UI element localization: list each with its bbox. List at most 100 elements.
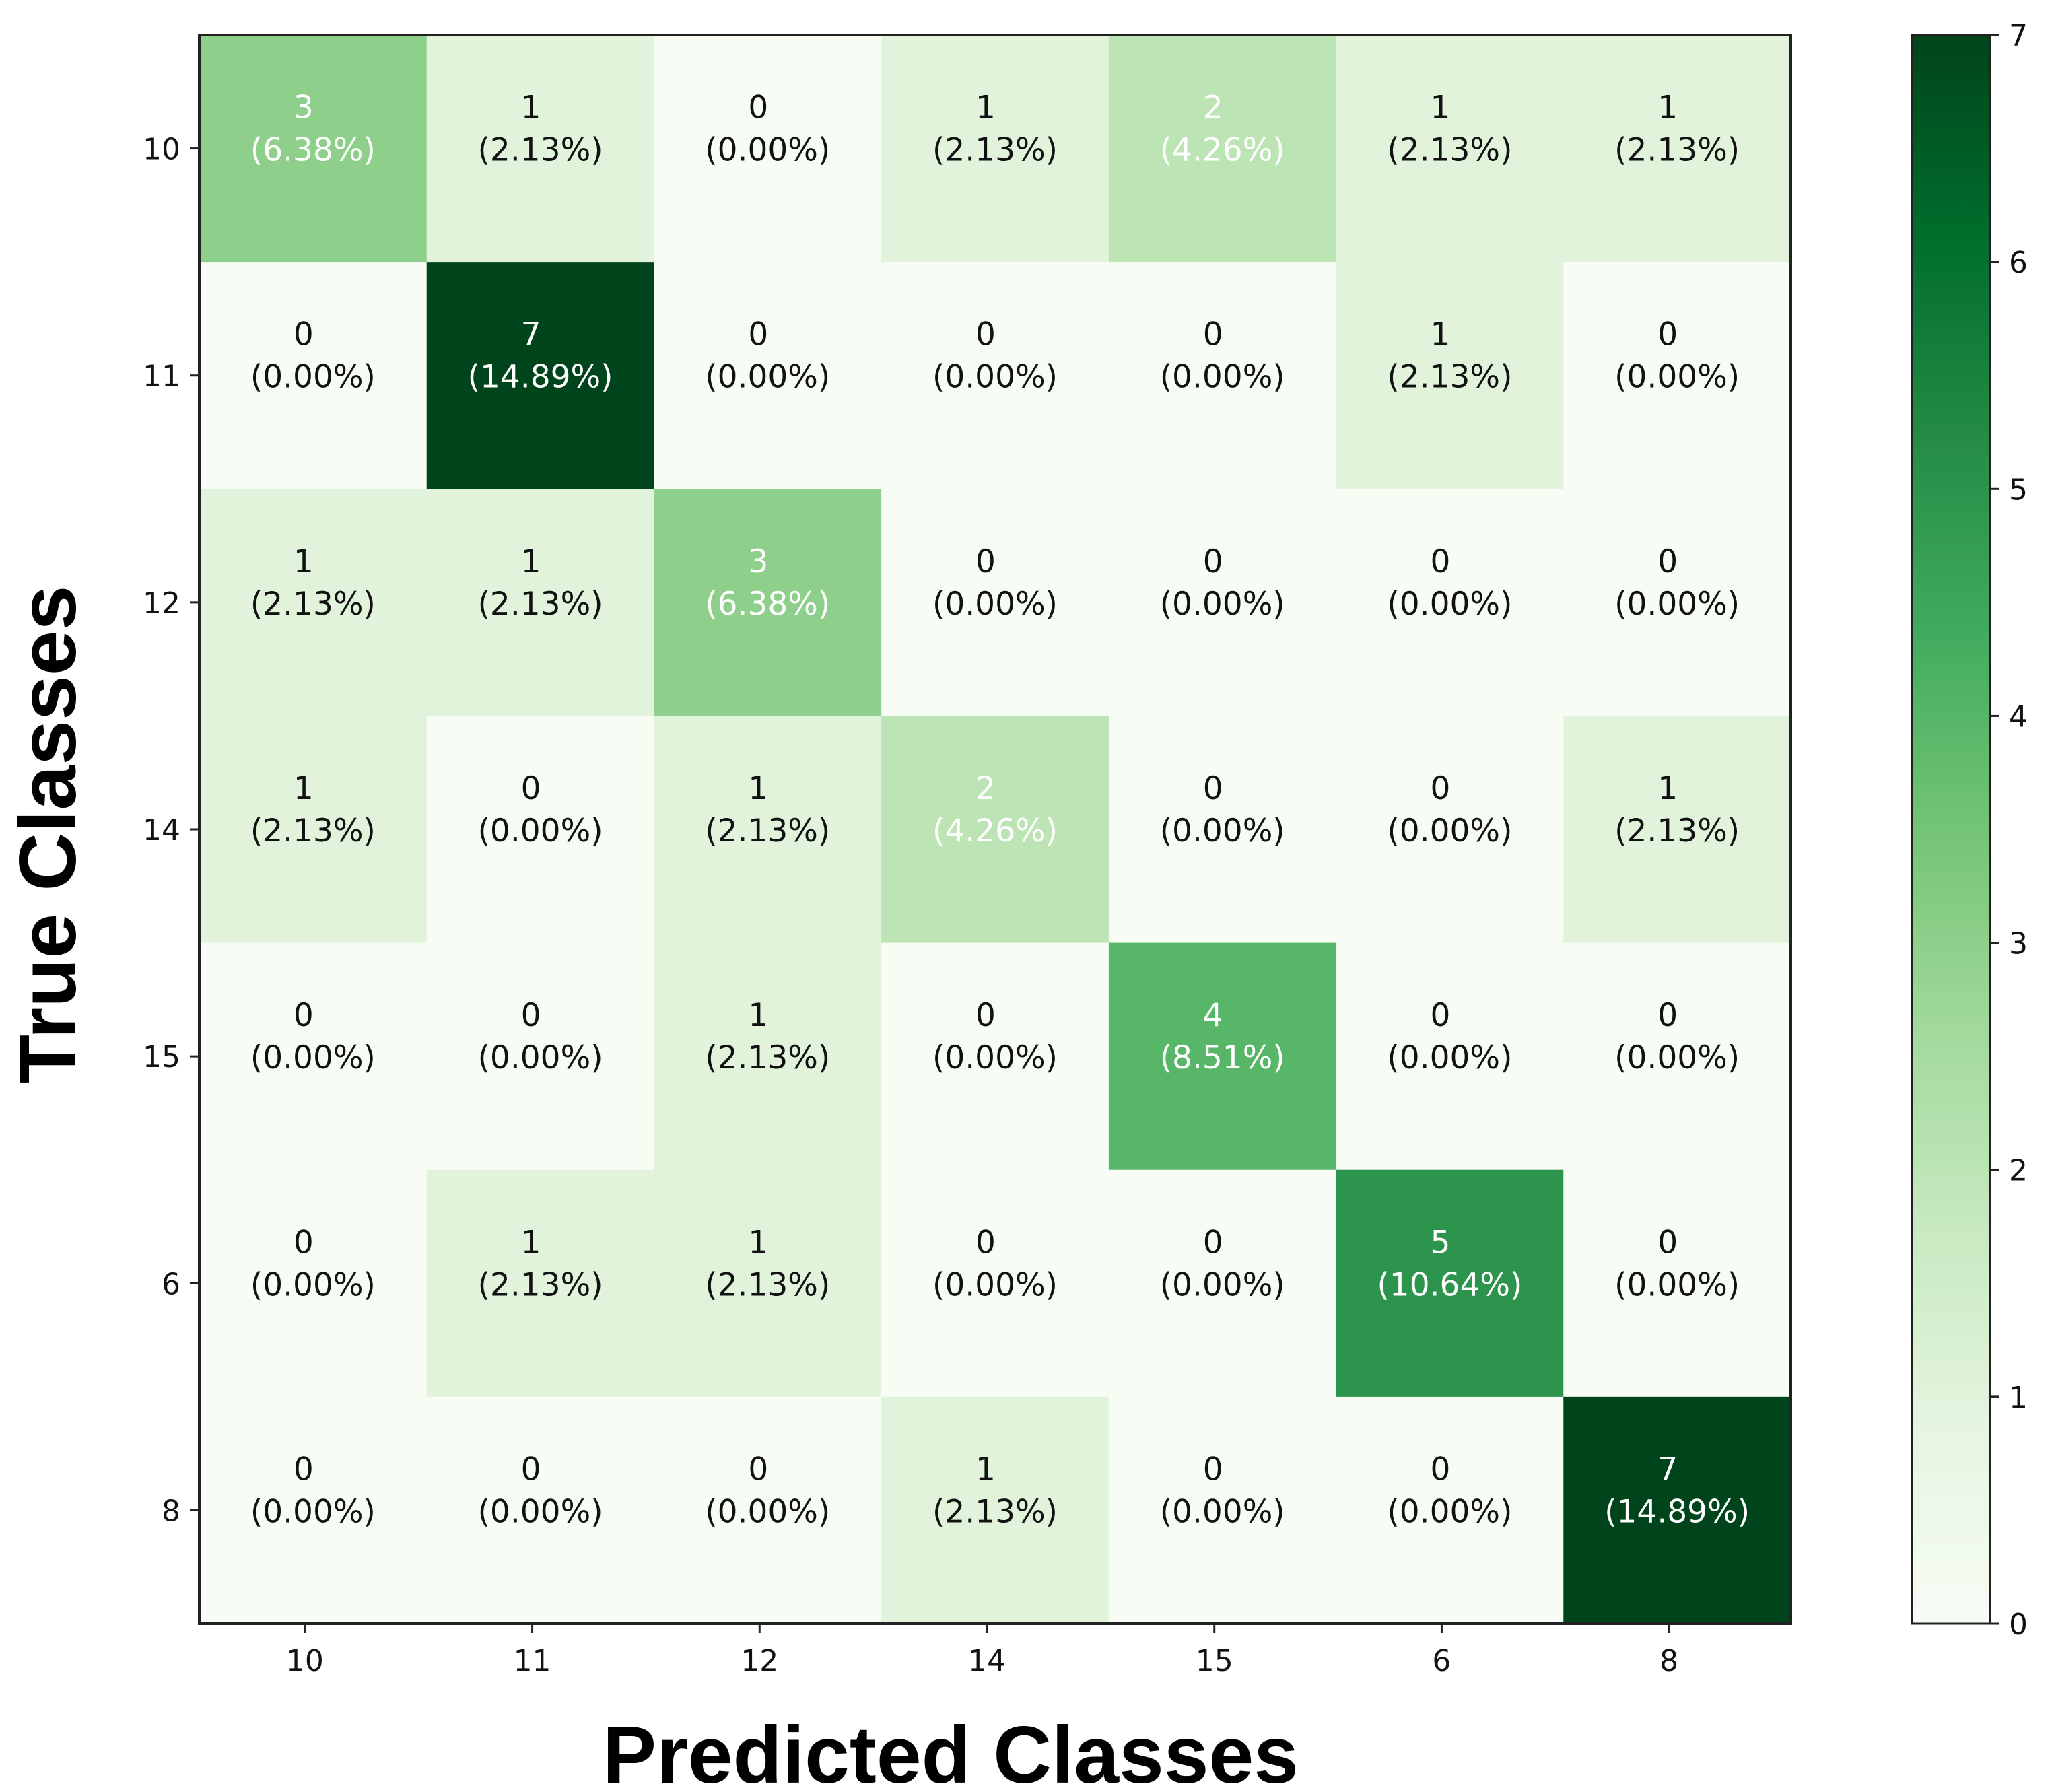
cell-percent-label: (0.00%) — [250, 1266, 376, 1303]
cell-percent-label: (0.00%) — [1160, 586, 1285, 623]
cell-percent-label: (2.13%) — [250, 586, 376, 623]
heatmap-cell — [426, 489, 654, 716]
cell-count-label: 1 — [1430, 316, 1450, 353]
cell-percent-label: (8.51%) — [1160, 1039, 1285, 1076]
cell-percent-label: (0.00%) — [478, 1493, 603, 1530]
heatmap-cell — [1336, 489, 1564, 716]
cell-count-label: 0 — [1203, 543, 1223, 580]
cell-percent-label: (0.00%) — [705, 1493, 830, 1530]
cell-percent-label: (6.38%) — [250, 132, 376, 169]
heatmap-cell — [654, 35, 882, 263]
cell-count-label: 0 — [294, 1224, 314, 1261]
heatmap-cell — [199, 1396, 428, 1624]
x-axis-title: Predicted Classes — [603, 1710, 1299, 1792]
cell-count-label: 1 — [294, 543, 314, 580]
cell-count-label: 0 — [1430, 543, 1450, 580]
heatmap-cell — [199, 489, 428, 716]
heatmap-cell — [1563, 1396, 1791, 1624]
heatmap-cell — [881, 1396, 1109, 1624]
heatmap-cell — [654, 489, 882, 716]
colorbar-tick-label: 6 — [2009, 246, 2028, 280]
cell-count-label: 0 — [1430, 770, 1450, 807]
cell-percent-label: (0.00%) — [932, 1266, 1058, 1303]
cell-percent-label: (0.00%) — [1160, 1493, 1285, 1530]
heatmap-cell — [1108, 942, 1337, 1171]
heatmap-cell — [426, 35, 654, 263]
cell-percent-label: (0.00%) — [478, 813, 603, 850]
heatmap-cell — [654, 942, 882, 1171]
cell-percent-label: (0.00%) — [1160, 359, 1285, 396]
heatmap-cell — [1336, 1396, 1564, 1624]
cell-count-label: 0 — [294, 997, 314, 1034]
cell-count-label: 1 — [976, 1451, 996, 1488]
cell-count-label: 0 — [976, 997, 996, 1034]
cell-count-label: 0 — [1657, 316, 1678, 353]
heatmap-cell — [199, 35, 428, 263]
cell-percent-label: (2.13%) — [705, 813, 830, 850]
colorbar-gradient — [1911, 34, 1991, 1625]
cell-count-label: 1 — [521, 90, 541, 127]
cell-percent-label: (2.13%) — [1614, 132, 1740, 169]
y-tick-label: 15 — [143, 1040, 180, 1074]
cell-percent-label: (0.00%) — [932, 1039, 1058, 1076]
heatmap-cell — [654, 1396, 882, 1624]
cell-count-label: 0 — [976, 543, 996, 580]
heatmap-cell — [881, 942, 1109, 1171]
colorbar-tick-label: 7 — [2009, 19, 2028, 53]
colorbar-tick-label: 1 — [2009, 1381, 2028, 1415]
cell-count-label: 0 — [1430, 997, 1450, 1034]
heatmap-cell — [1108, 716, 1337, 944]
heatmap-cell — [1563, 942, 1791, 1171]
heatmap-cell — [426, 1169, 654, 1398]
cell-count-label: 0 — [1657, 1224, 1678, 1261]
heatmap-cell — [199, 1169, 428, 1398]
cell-percent-label: (2.13%) — [1387, 359, 1512, 396]
cell-count-label: 0 — [1430, 1451, 1450, 1488]
y-tick-label: 12 — [143, 586, 180, 621]
y-tick-label: 11 — [143, 359, 180, 394]
y-tick-label: 14 — [143, 813, 180, 848]
cell-percent-label: (4.26%) — [1160, 132, 1285, 169]
cell-percent-label: (4.26%) — [932, 813, 1058, 850]
cell-percent-label: (0.00%) — [932, 359, 1058, 396]
cell-count-label: 0 — [294, 1451, 314, 1488]
colorbar-tick-label: 4 — [2009, 699, 2028, 734]
cell-count-label: 5 — [1430, 1224, 1450, 1261]
y-tick-label: 6 — [162, 1267, 180, 1301]
cell-percent-label: (2.13%) — [705, 1266, 830, 1303]
heatmap-cell — [1108, 1169, 1337, 1398]
cell-count-label: 0 — [1657, 997, 1678, 1034]
heatmap-cells — [199, 35, 1791, 1624]
cell-count-label: 0 — [1203, 770, 1223, 807]
y-tick-label: 10 — [143, 133, 180, 167]
cell-count-label: 0 — [294, 316, 314, 353]
heatmap-cell — [1563, 1169, 1791, 1398]
cell-labels: 3 (6.38%) 1 (2.13%) 0 (0.00%) 1 (2.13%) 2 (4.26%)… — [250, 90, 1750, 1531]
cell-percent-label: (10.64%) — [1377, 1266, 1522, 1303]
x-axis-ticks: 10 11 12 14 15 6 8 — [286, 1624, 1678, 1678]
cell-count-label: 0 — [521, 1451, 541, 1488]
heatmap-cell — [199, 262, 428, 489]
cell-percent-label: (2.13%) — [705, 1039, 830, 1076]
heatmap-cell — [426, 942, 654, 1171]
cell-percent-label: (6.38%) — [705, 586, 830, 623]
cell-percent-label: (0.00%) — [705, 359, 830, 396]
cell-percent-label: (0.00%) — [250, 359, 376, 396]
heatmap-cell — [654, 1169, 882, 1398]
cell-count-label: 2 — [1203, 90, 1223, 127]
heatmap-cell — [199, 942, 428, 1171]
heatmap-cell — [1563, 35, 1791, 263]
heatmap-cell — [199, 716, 428, 944]
cell-count-label: 0 — [1203, 316, 1223, 353]
cell-percent-label: (2.13%) — [478, 1266, 603, 1303]
heatmap-cell — [1563, 262, 1791, 489]
cell-percent-label: (0.00%) — [1614, 586, 1740, 623]
cell-count-label: 1 — [748, 997, 768, 1034]
heatmap-cell — [654, 716, 882, 944]
cell-count-label: 0 — [1203, 1224, 1223, 1261]
heatmap-cell — [1336, 35, 1564, 263]
y-tick-label: 8 — [162, 1494, 180, 1528]
cell-count-label: 1 — [1657, 90, 1678, 127]
heatmap-cell — [1563, 716, 1791, 944]
cell-count-label: 0 — [521, 997, 541, 1034]
